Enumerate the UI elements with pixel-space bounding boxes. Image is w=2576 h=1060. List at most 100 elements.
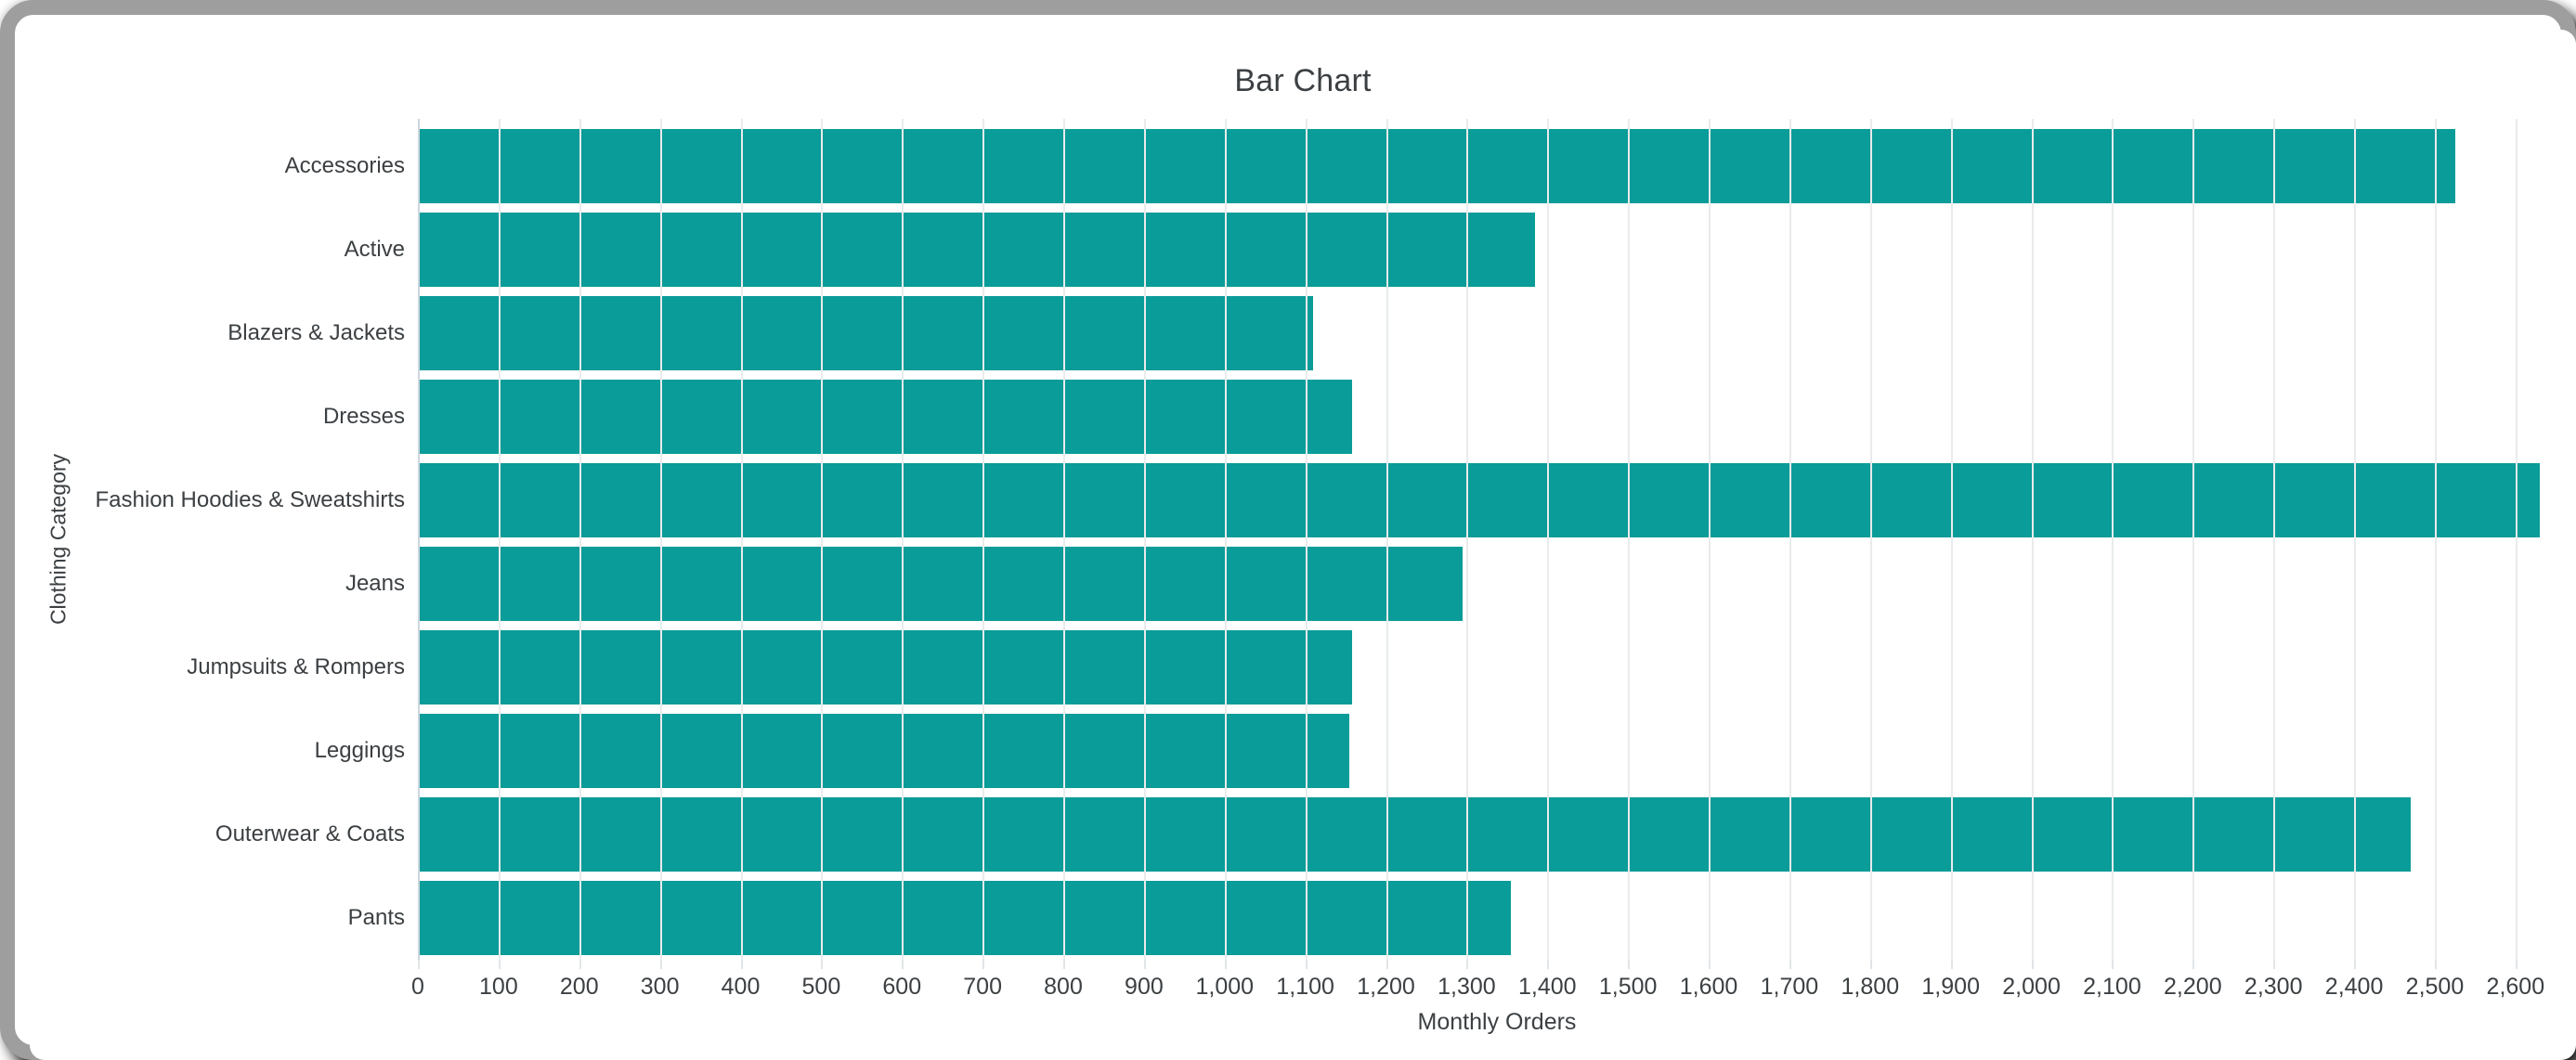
x-tick-mark [1466,960,1469,969]
x-tick-mark [1224,960,1227,969]
bar-row [418,876,2576,960]
x-tick-mark [1305,960,1308,969]
y-tick-label: Jumpsuits & Rompers [187,654,405,679]
gridline [498,119,501,960]
x-tick-label: 1,400 [1518,974,1577,1000]
bar-row [418,291,2576,375]
y-tick-label: Active [344,237,405,262]
gridline [2273,119,2276,960]
x-tick-mark [2112,960,2114,969]
x-tick-label: 500 [801,974,841,1000]
gridline [1063,119,1066,960]
gridline [659,119,662,960]
x-tick-mark [1789,960,1791,969]
y-axis-labels: Accessories Active Blazers & Jackets Dresse… [30,124,406,960]
plot-area [418,119,2576,969]
x-tick-mark [579,960,581,969]
x-tick-mark [1709,960,1711,969]
gridline [1950,119,1953,960]
x-tick-mark [2515,960,2517,969]
gridline [2434,119,2437,960]
x-tick-mark [2192,960,2195,969]
x-tick-label: 300 [640,974,680,1000]
x-tick-label: 1,300 [1438,974,1496,1000]
x-tick-label: 1,600 [1679,974,1738,1000]
gridline [1709,119,1711,960]
bar-active[interactable] [418,213,1536,287]
x-tick-mark [821,960,824,969]
gridline [579,119,581,960]
y-tick-label: Jeans [345,571,405,596]
x-tick-label: 1,200 [1357,974,1415,1000]
gridline [902,119,904,960]
x-tick-label: 200 [559,974,599,1000]
x-tick-label: 400 [721,974,761,1000]
gridline [2192,119,2195,960]
bar-pants[interactable] [418,881,1512,955]
x-tick-mark [1063,960,1066,969]
x-tick-label: 900 [1125,974,1164,1000]
x-tick-label: 800 [1044,974,1083,1000]
x-tick-label: 2,100 [2083,974,2141,1000]
x-tick-mark [2031,960,2034,969]
bar-accessories[interactable] [418,129,2455,203]
gridline [821,119,824,960]
x-tick-label: 2,200 [2164,974,2222,1000]
x-tick-mark [498,960,501,969]
gridline [2515,119,2517,960]
x-tick-mark [740,960,743,969]
x-tick-label: 1,100 [1276,974,1334,1000]
bar-row [418,626,2576,709]
gridline [740,119,743,960]
x-tick-mark [2354,960,2357,969]
x-tick-label: 1,900 [1921,974,1980,1000]
x-tick-label: 2,600 [2486,974,2545,1000]
x-tick-label: 1,000 [1195,974,1255,1000]
bar-blazers-jackets[interactable] [418,296,1314,370]
chart-card: Bar Chart Clothing Category Accessories A… [30,30,2576,1060]
gridline [2031,119,2034,960]
bar-jeans[interactable] [418,547,1464,621]
x-tick-label: 0 [411,974,424,1000]
gridline [1224,119,1227,960]
bar-dresses[interactable] [418,380,1353,454]
gridline [1466,119,1469,960]
bar-row [418,208,2576,291]
x-tick-label: 2,300 [2244,974,2303,1000]
x-tick-mark [1386,960,1388,969]
y-tick-label: Dresses [322,404,405,429]
x-tick-mark [902,960,904,969]
zero-gridline [418,119,420,960]
x-tick-mark [1547,960,1550,969]
bar-row [418,375,2576,459]
y-tick-label: Outerwear & Coats [215,821,405,847]
gridline [1547,119,1550,960]
x-tick-mark [418,960,420,969]
bar-outerwear-coats[interactable] [418,797,2411,872]
x-tick-label: 600 [882,974,922,1000]
bar-row [418,709,2576,793]
bar-row [418,124,2576,208]
gridline [1143,119,1146,960]
gridline [1789,119,1791,960]
bar-jumpsuits-rompers[interactable] [418,630,1353,705]
bar-rows [418,124,2576,960]
gridline [982,119,985,960]
x-tick-label: 1,800 [1841,974,1900,1000]
gridline [2354,119,2357,960]
x-tick-mark [982,960,985,969]
bar-leggings[interactable] [418,714,1350,788]
gridline [1628,119,1631,960]
gridline [1869,119,1872,960]
x-tick-mark [1628,960,1631,969]
bar-fashion-hoodies-sweatshirts[interactable] [418,463,2540,537]
x-tick-label: 2,500 [2405,974,2465,1000]
x-tick-label: 100 [479,974,518,1000]
x-tick-label: 700 [963,974,1002,1000]
bar-row [418,793,2576,876]
x-tick-label: 1,500 [1598,974,1658,1000]
x-axis-title: Monthly Orders [1417,1009,1577,1035]
bar-row [418,459,2576,542]
gridline [2112,119,2114,960]
